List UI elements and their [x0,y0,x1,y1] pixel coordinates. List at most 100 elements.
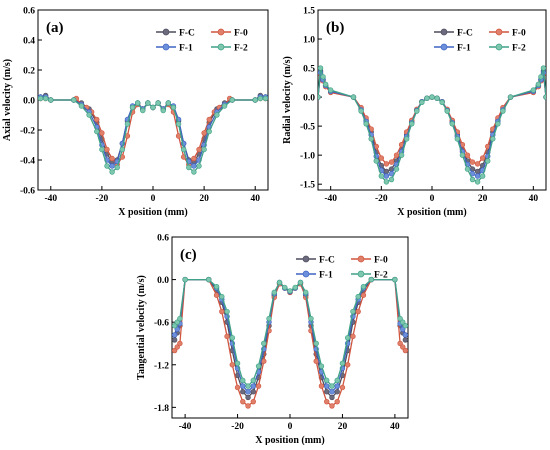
data-point [191,163,197,169]
y-tick-label: 1.0 [303,36,315,46]
y-tick-label: -0.2 [20,127,35,137]
data-point [324,377,330,384]
data-point [99,146,105,153]
y-axis-title: Tangential velocity (m/s) [136,275,147,380]
data-point [224,308,230,315]
data-point [172,347,178,354]
legend-swatch-marker [357,255,365,263]
data-point [282,284,288,291]
data-point [172,337,178,343]
panel-label: (a) [46,20,64,36]
y-tick-label: -1.8 [154,404,169,414]
x-axis-title: X position (mm) [255,435,324,445]
data-point [334,398,340,405]
legend-entry-f-c: F-C [179,29,195,39]
data-point [368,136,374,142]
legend-entry-f-2: F-2 [234,44,248,54]
y-tick-label: 0.0 [157,276,169,286]
data-point [172,332,178,338]
data-point [318,383,325,389]
data-point [313,340,319,347]
data-point [358,108,364,114]
data-point [469,159,476,165]
data-point [308,315,314,322]
data-point [355,308,361,315]
legend-entry-f-2: F-2 [512,44,526,54]
data-point [129,104,136,111]
data-point [474,161,481,167]
data-point [94,116,100,123]
data-point [221,103,228,109]
data-point [287,288,293,294]
data-point [360,292,367,298]
legend-entry-f-0: F-0 [234,29,248,39]
data-point [464,166,471,172]
x-tick-label: 20 [338,422,348,432]
data-point [219,308,225,315]
legend-swatch-marker [217,43,225,51]
data-point [257,95,264,102]
data-point [234,384,241,391]
data-point [109,169,115,175]
data-point [276,279,283,286]
series-line-f-2 [318,67,546,183]
data-point [165,100,172,106]
data-point [252,97,258,103]
plot-frame [171,236,409,419]
data-point [495,121,501,127]
series-line-f-c [173,278,407,399]
data-point [400,319,406,325]
series-line-f-0 [174,278,406,407]
data-point [344,362,351,368]
data-point [397,340,403,347]
legend-swatch-marker [162,28,170,36]
series-line-f-0 [318,73,546,165]
x-tick-label: 0 [151,194,156,204]
legend-entry-f-1: F-1 [179,44,193,54]
data-point [464,152,471,158]
data-point [255,383,262,389]
data-point [474,173,481,179]
data-point [292,284,298,291]
data-point [170,104,177,111]
legend-entry-f-c: F-C [457,29,473,39]
y-tick-label: -0.6 [154,319,169,329]
data-point [414,108,420,114]
data-point [191,169,197,175]
data-point [479,173,486,179]
legend-swatch-marker [302,255,310,263]
data-point [201,130,207,136]
data-point [459,152,466,158]
data-point [329,394,335,401]
data-point [485,158,491,164]
y-tick-label: 0.0 [303,94,315,104]
x-tick-label: 0 [430,194,435,204]
data-point [174,326,180,332]
data-point [339,360,346,367]
legend-entry-f-1: F-1 [457,44,471,54]
data-point [402,347,408,354]
data-point [213,292,220,298]
data-point [94,128,100,135]
data-point [240,377,246,384]
data-point [172,323,178,329]
data-point [538,74,544,80]
data-point [444,108,450,114]
data-point [429,94,435,100]
data-point [119,146,126,153]
data-point [271,289,277,296]
data-point [303,289,309,296]
data-point [360,283,367,290]
data-point [196,146,202,153]
data-point [400,326,406,332]
data-point [392,276,398,283]
y-tick-label: -1.0 [300,152,315,162]
data-point [38,95,44,102]
data-point [535,81,542,88]
legend-swatch-marker [357,270,365,278]
x-tick-label: 20 [478,194,488,204]
data-point [409,121,415,127]
x-tick-label: -20 [375,194,388,204]
